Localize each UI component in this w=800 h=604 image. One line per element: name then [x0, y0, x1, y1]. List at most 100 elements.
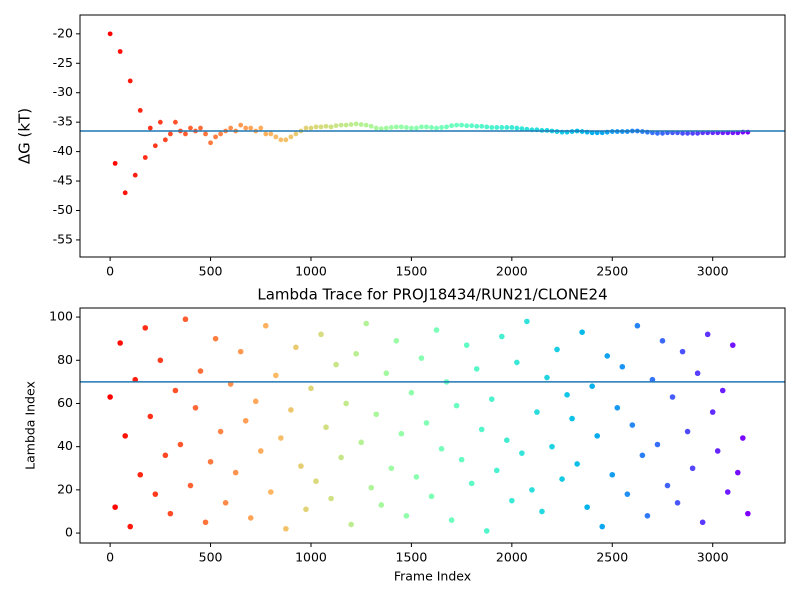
- point: [127, 523, 134, 530]
- y-axis-label: ΔG (kT): [16, 108, 34, 164]
- point: [142, 325, 149, 331]
- point: [569, 415, 575, 422]
- point: [724, 489, 731, 495]
- point: [449, 123, 454, 129]
- y-tick-label: -35: [53, 114, 73, 129]
- point: [152, 143, 158, 149]
- x-axis-label: Frame Index: [394, 569, 471, 584]
- point: [483, 528, 490, 534]
- point: [117, 49, 123, 54]
- point: [152, 491, 159, 497]
- point: [313, 124, 319, 130]
- point: [494, 125, 500, 130]
- point: [479, 123, 485, 129]
- point: [242, 417, 249, 424]
- point: [137, 471, 144, 478]
- point: [348, 521, 354, 528]
- point: [549, 443, 555, 450]
- point: [283, 137, 289, 143]
- point: [237, 348, 244, 355]
- point: [137, 107, 143, 113]
- point: [529, 487, 535, 493]
- point: [388, 465, 395, 472]
- point: [649, 376, 656, 383]
- axes-frame: [79, 14, 786, 258]
- point: [252, 398, 259, 405]
- point: [122, 433, 128, 439]
- point: [203, 131, 208, 137]
- point: [690, 130, 696, 136]
- point: [343, 400, 349, 407]
- point: [373, 411, 380, 418]
- point: [333, 361, 339, 368]
- y-tick-label: -40: [53, 143, 73, 158]
- point: [383, 125, 389, 131]
- point: [428, 493, 435, 500]
- point: [313, 478, 319, 485]
- point: [182, 316, 189, 323]
- x-tick-label: 1500: [396, 264, 428, 279]
- point: [278, 137, 284, 143]
- point: [493, 467, 500, 474]
- point: [288, 407, 294, 413]
- point: [358, 122, 364, 127]
- point: [212, 335, 219, 342]
- point: [609, 471, 616, 478]
- point: [308, 125, 314, 131]
- point: [112, 160, 118, 166]
- point: [198, 125, 203, 131]
- point: [263, 131, 269, 137]
- point: [268, 131, 274, 137]
- y-tick-label: 40: [57, 438, 73, 453]
- point: [458, 456, 465, 463]
- point: [293, 344, 299, 351]
- point: [398, 430, 405, 437]
- point: [448, 517, 455, 523]
- point: [273, 134, 279, 140]
- point: [373, 125, 379, 131]
- x-tick-label: 1000: [295, 264, 327, 279]
- point: [112, 504, 118, 510]
- y-axis-label: Lambda Index: [23, 381, 38, 470]
- x-tick-label: 2000: [496, 550, 528, 565]
- point: [393, 338, 400, 344]
- y-tick-label: 20: [57, 481, 73, 496]
- point: [328, 495, 334, 502]
- point: [127, 78, 133, 84]
- point: [469, 123, 475, 129]
- point: [323, 123, 329, 129]
- point: [504, 125, 510, 130]
- point: [167, 510, 174, 517]
- point: [403, 512, 410, 519]
- point: [544, 374, 550, 381]
- point: [734, 469, 741, 476]
- x-tick-label: 500: [199, 550, 223, 565]
- point: [554, 346, 560, 353]
- point: [278, 435, 284, 441]
- point: [378, 126, 384, 132]
- y-tick-label: 0: [65, 525, 73, 540]
- point: [258, 125, 264, 131]
- point: [514, 125, 520, 131]
- point: [624, 491, 631, 497]
- point: [187, 482, 194, 489]
- y-tick-label: -50: [53, 202, 73, 217]
- point: [383, 370, 390, 377]
- point: [132, 376, 139, 383]
- point: [288, 134, 294, 140]
- point: [539, 508, 545, 515]
- point: [504, 437, 510, 443]
- y-tick-label: -45: [53, 173, 73, 188]
- y-tick-label: -20: [53, 25, 73, 40]
- point: [464, 123, 470, 129]
- point: [227, 381, 234, 387]
- point: [218, 131, 223, 137]
- point: [655, 130, 660, 136]
- x-tick-label: 1000: [295, 550, 327, 565]
- y-tick-label: 100: [49, 309, 73, 324]
- point: [634, 322, 641, 329]
- point: [147, 413, 154, 420]
- point: [328, 124, 334, 130]
- point: [564, 392, 570, 398]
